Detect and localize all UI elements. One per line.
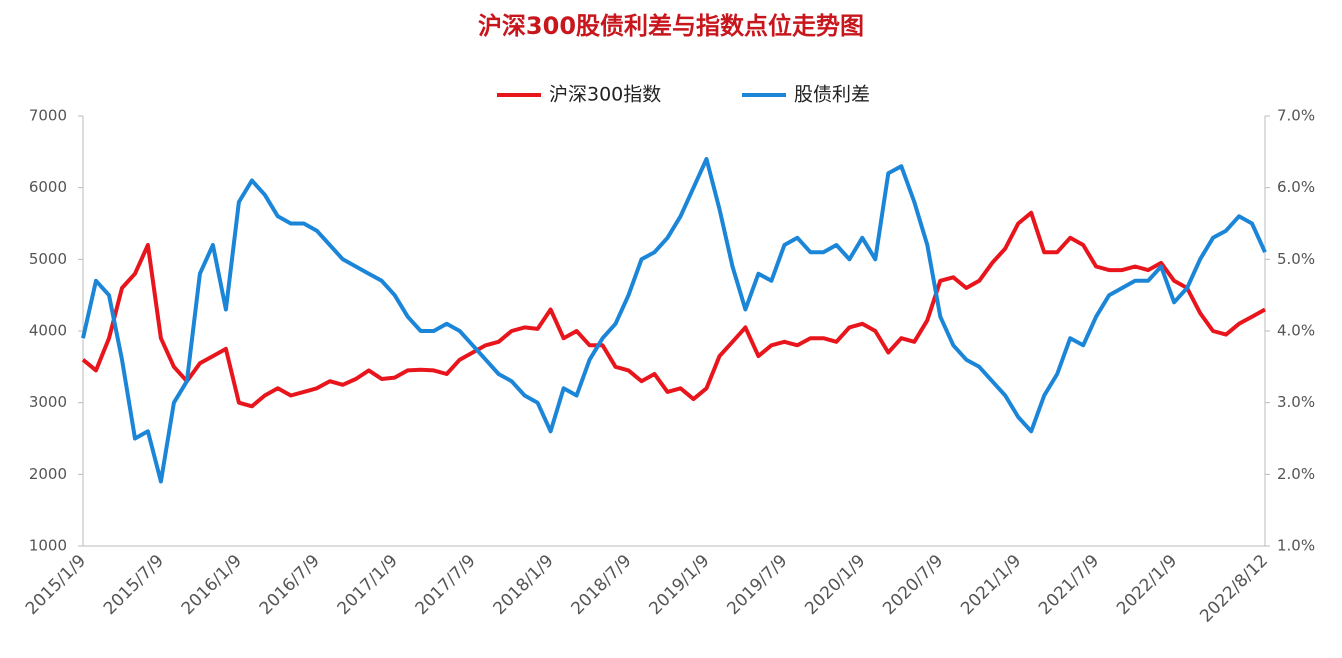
x-tick-label: 2015/1/9 bbox=[22, 551, 90, 619]
x-tick-label: 2015/7/9 bbox=[100, 551, 168, 619]
x-tick-label: 2022/1/9 bbox=[1113, 551, 1181, 619]
chart-title: 沪深300股债利差与指数点位走势图 bbox=[478, 12, 864, 40]
x-tick-label: 2022/8/12 bbox=[1196, 551, 1272, 627]
legend-label: 沪深300指数 bbox=[549, 84, 661, 106]
y2-tick-label: 7.0% bbox=[1277, 107, 1315, 125]
line-series bbox=[81, 157, 1267, 484]
y-tick-label: 7000 bbox=[29, 107, 67, 125]
y-tick-label: 3000 bbox=[29, 393, 67, 411]
y2-tick-label: 3.0% bbox=[1277, 393, 1315, 411]
x-tick-label: 2016/7/9 bbox=[256, 551, 324, 619]
y-tick-label: 6000 bbox=[29, 178, 67, 196]
x-tick-label: 2016/1/9 bbox=[178, 551, 246, 619]
y-tick-label: 4000 bbox=[29, 322, 67, 340]
y2-tick-label: 5.0% bbox=[1277, 250, 1315, 268]
y2-tick-label: 4.0% bbox=[1277, 322, 1315, 340]
y-tick-label: 2000 bbox=[29, 465, 67, 483]
legend-label: 股债利差 bbox=[794, 84, 870, 106]
x-tick-label: 2018/1/9 bbox=[490, 551, 558, 619]
x-tick-label: 2021/7/9 bbox=[1035, 551, 1103, 619]
x-tick-label: 2020/1/9 bbox=[801, 551, 869, 619]
y2-tick-label: 6.0% bbox=[1277, 178, 1315, 196]
x-tick-label: 2020/7/9 bbox=[879, 551, 947, 619]
y-tick-label: 1000 bbox=[29, 537, 67, 555]
line-series bbox=[81, 210, 1266, 409]
y2-tick-label: 2.0% bbox=[1277, 465, 1315, 483]
y-tick-label: 5000 bbox=[29, 250, 67, 268]
x-tick-label: 2017/7/9 bbox=[412, 551, 480, 619]
x-tick-label: 2017/1/9 bbox=[334, 551, 402, 619]
x-tick-label: 2019/7/9 bbox=[723, 551, 791, 619]
x-tick-label: 2019/1/9 bbox=[645, 551, 713, 619]
x-tick-label: 2018/7/9 bbox=[567, 551, 635, 619]
x-tick-label: 2021/1/9 bbox=[957, 551, 1025, 619]
y2-tick-label: 1.0% bbox=[1277, 537, 1315, 555]
